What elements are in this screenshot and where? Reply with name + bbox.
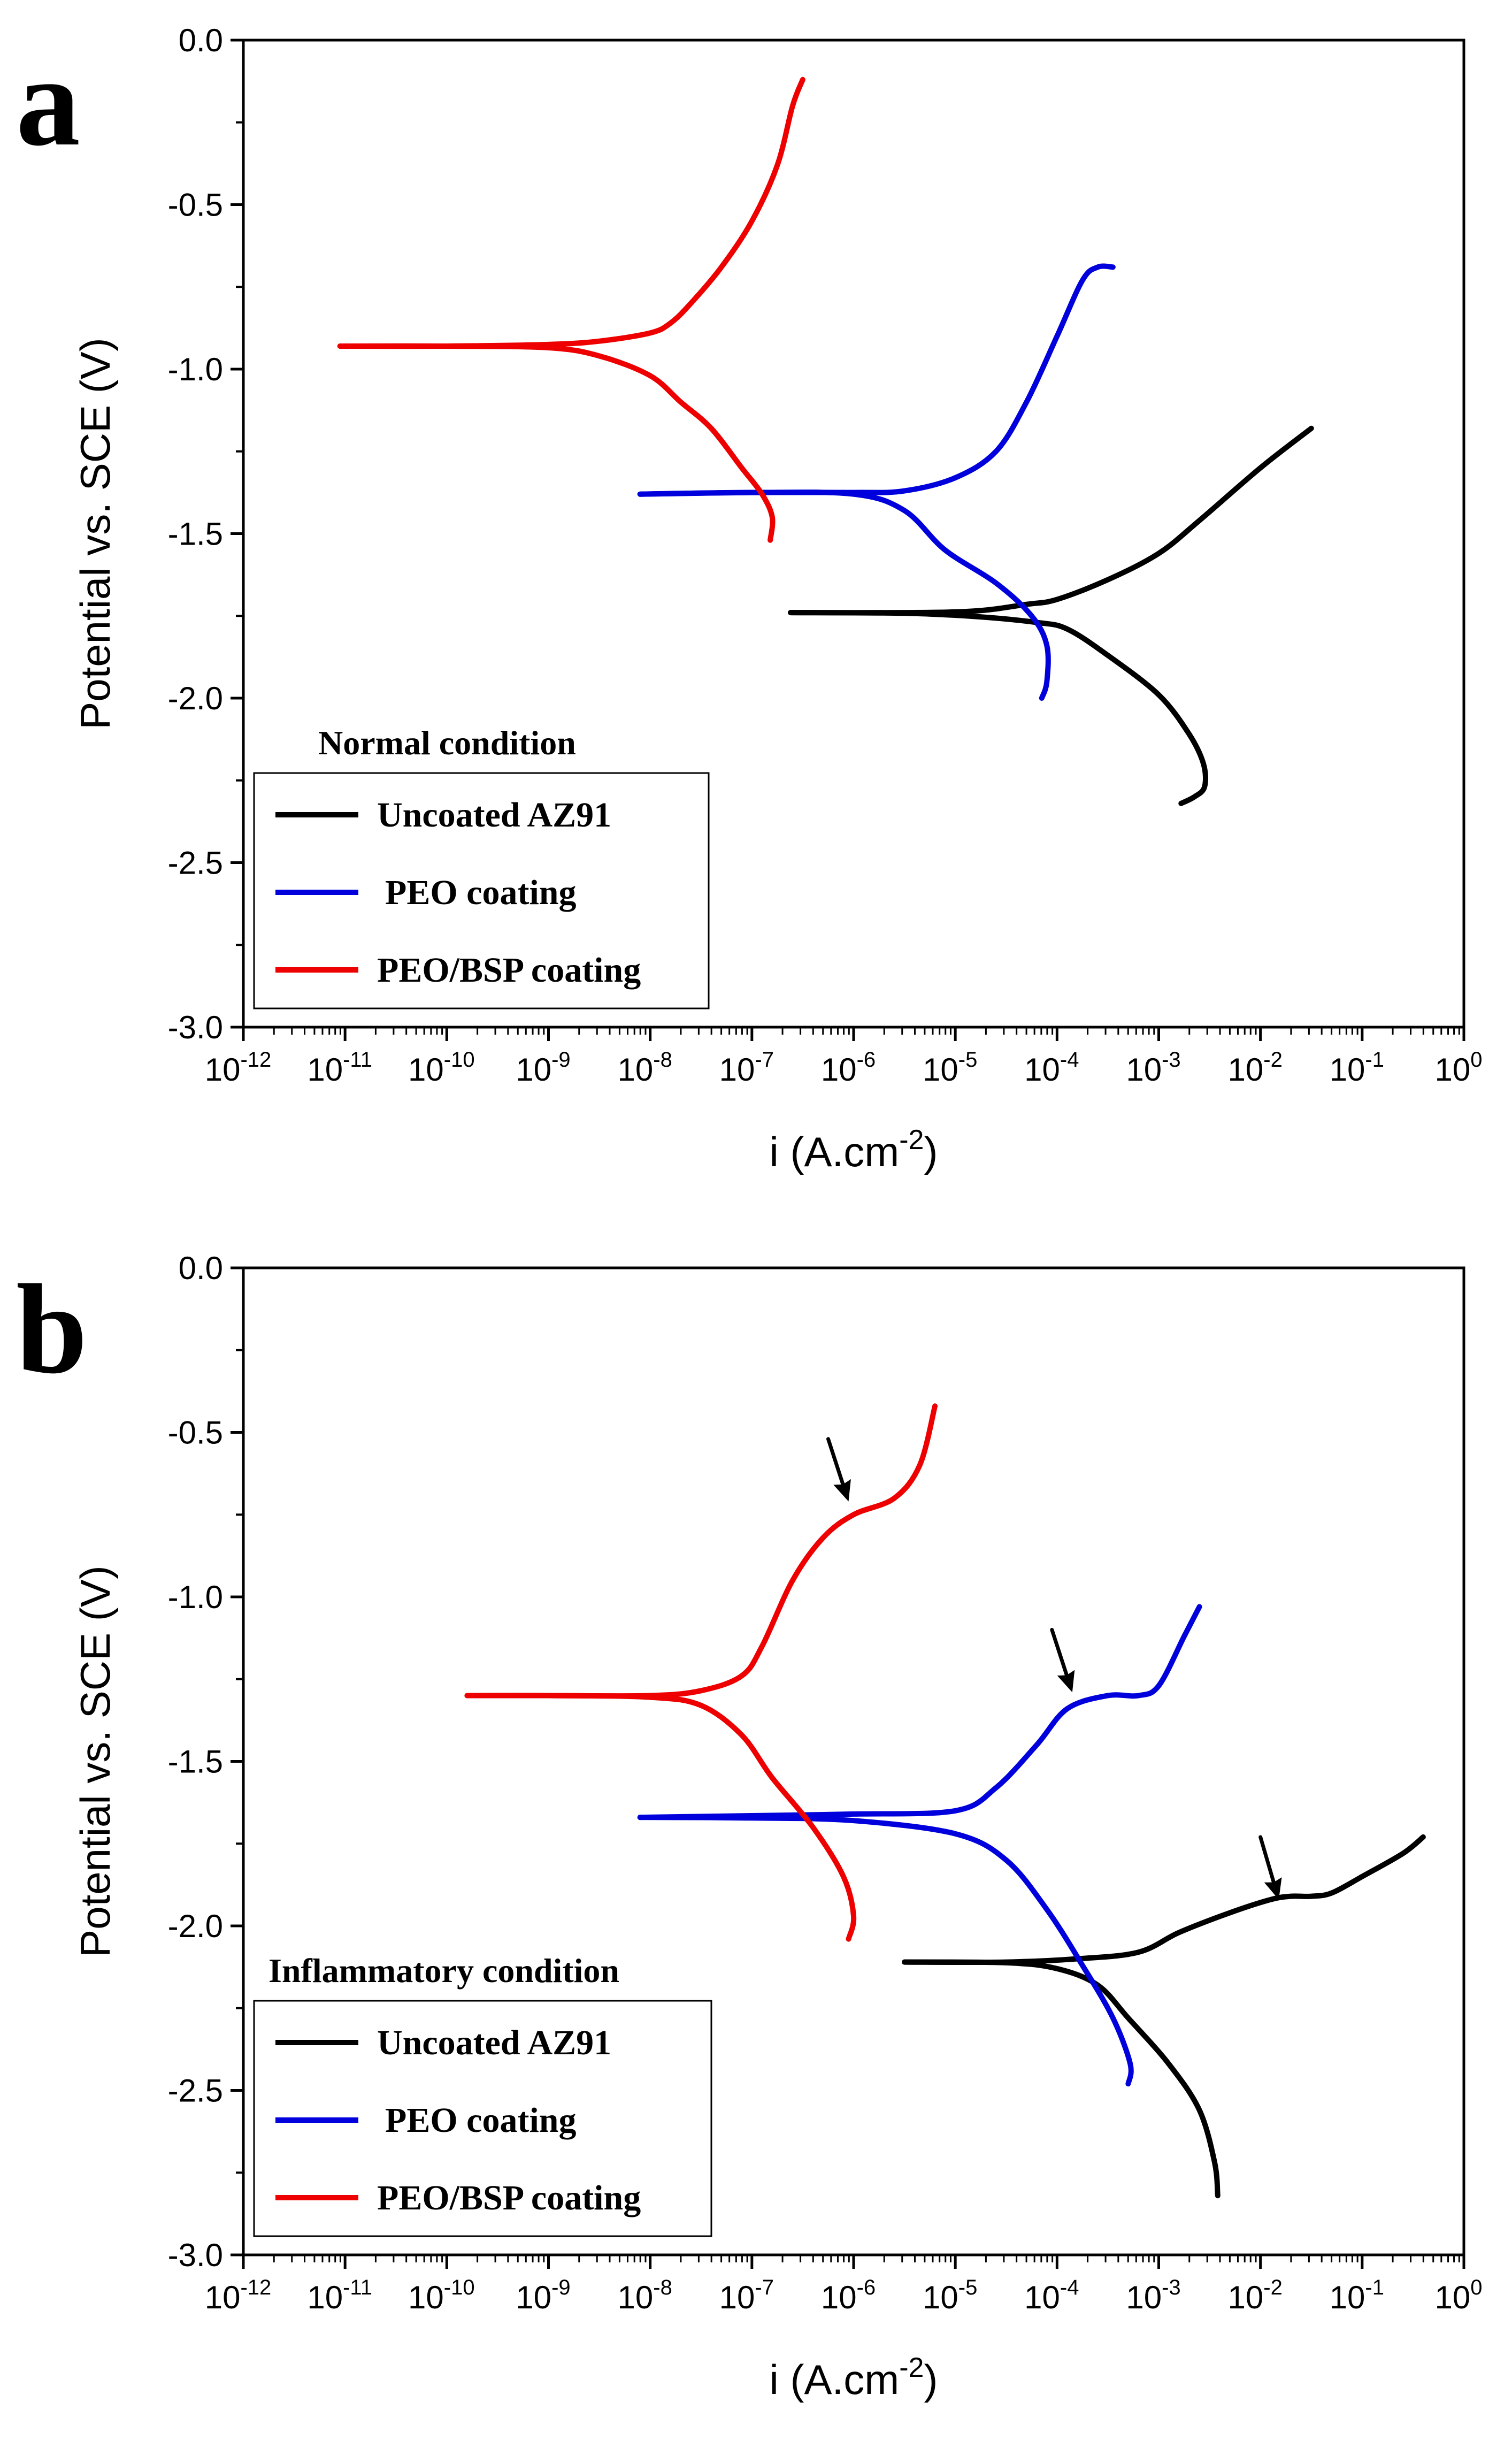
cathodic-branch [788, 610, 1208, 806]
y-axis-title: Potential vs. SCE (V) [72, 338, 119, 730]
y-tick-label: -2.5 [168, 2073, 223, 2109]
x-tick-label: 10-12 [205, 2276, 272, 2315]
x-tick-label: 10-2 [1228, 2276, 1283, 2315]
x-tick-label: 10-3 [1126, 2276, 1180, 2315]
x-axis-title: i (A.cm-2) [770, 1125, 938, 1175]
x-tick-label: 10-10 [408, 2276, 475, 2315]
x-tick-label: 100 [1435, 2276, 1483, 2315]
cathodic-branch [337, 343, 776, 543]
x-tick-label: 10-11 [307, 2276, 372, 2315]
x-axis-title: i (A.cm-2) [770, 2352, 938, 2403]
x-tick-label: 10-4 [1024, 1048, 1079, 1088]
x-tick-label: 10-2 [1228, 1048, 1283, 1088]
series-uncoated-az91 [902, 1834, 1426, 2199]
x-tick-label: 10-5 [923, 1048, 977, 1088]
y-tick-label: -3.0 [168, 1009, 223, 1045]
x-tick-label: 10-7 [719, 1048, 774, 1088]
x-tick-label: 10-3 [1126, 1048, 1180, 1088]
legend-label: Uncoated AZ91 [377, 796, 611, 835]
x-tick-label: 10-1 [1330, 1048, 1384, 1088]
anodic-branch [902, 1834, 1426, 1965]
y-tick-label: -1.0 [168, 1579, 223, 1615]
panel-letter: a [16, 30, 80, 172]
x-tick-label: 10-7 [719, 2276, 774, 2315]
y-tick-label: -2.0 [168, 1908, 223, 1944]
y-tick-label: -1.5 [168, 516, 223, 552]
anodic-branch [637, 263, 1116, 497]
x-tick-label: 10-5 [923, 2276, 977, 2315]
annotation-arrow [1258, 1835, 1282, 1900]
x-tick-label: 10-8 [618, 2276, 672, 2315]
x-tick-label: 100 [1435, 1048, 1483, 1088]
y-tick-label: -2.5 [168, 845, 223, 881]
x-tick-label: 10-4 [1024, 2276, 1079, 2315]
series-peo-bsp-coating [464, 1403, 938, 1942]
cathodic-branch [464, 1693, 857, 1942]
legend-label: PEO coating [385, 2101, 577, 2140]
condition-title: Normal condition [318, 724, 576, 762]
x-tick-label: 10-12 [205, 1048, 272, 1088]
series-peo-coating [637, 1604, 1202, 2087]
x-tick-label: 10-8 [618, 1048, 672, 1088]
x-tick-label: 10-11 [307, 1048, 372, 1088]
series-peo-bsp-coating [337, 77, 805, 543]
y-tick-label: 0.0 [179, 22, 223, 58]
legend: Uncoated AZ91 PEO coating PEO/BSP coating [253, 2000, 712, 2237]
x-tick-label: 10-6 [821, 1048, 876, 1088]
x-tick-label: 10-6 [821, 2276, 876, 2315]
legend-label: PEO/BSP coating [377, 951, 641, 990]
y-tick-label: -0.5 [168, 1415, 223, 1451]
x-tick-label: 10-9 [516, 1048, 570, 1088]
y-tick-label: 0.0 [179, 1250, 223, 1286]
panel-b: b 0.0 -0.5 -1.0 -1.5 -2.0 -2.5 -3.010-12 10-11 10… [16, 1250, 1483, 2403]
x-tick-label: 10-9 [516, 2276, 570, 2315]
y-tick-label: -3.0 [168, 2237, 223, 2273]
x-tick-label: 10-1 [1330, 2276, 1384, 2315]
cathodic-branch [637, 1815, 1134, 2087]
y-tick-label: -0.5 [168, 187, 223, 223]
legend-label: PEO coating [385, 873, 577, 912]
annotation-arrow [1050, 1628, 1075, 1693]
anodic-branch [788, 425, 1314, 616]
legend-label: Uncoated AZ91 [377, 2023, 611, 2062]
condition-title: Inflammatory condition [268, 1952, 619, 1990]
anodic-branch [337, 77, 805, 349]
panel-letter: b [16, 1258, 87, 1400]
annotation-arrow [826, 1437, 851, 1502]
panel-a: a 0.0 -0.5 -1.0 -1.5 -2.0 -2.5 -3.010-12 10-11 10… [16, 22, 1483, 1175]
y-axis-title: Potential vs. SCE (V) [72, 1565, 119, 1957]
legend: Uncoated AZ91 PEO coating PEO/BSP coating [253, 772, 710, 1009]
anodic-branch [464, 1403, 938, 1699]
y-tick-label: -1.0 [168, 351, 223, 387]
x-tick-label: 10-10 [408, 1048, 475, 1088]
series-uncoated-az91 [788, 425, 1314, 806]
series-peo-coating [637, 263, 1116, 701]
anodic-branch [637, 1604, 1202, 1821]
legend-label: PEO/BSP coating [377, 2178, 641, 2217]
y-tick-label: -2.0 [168, 680, 223, 716]
cathodic-branch [902, 1959, 1221, 2199]
y-tick-label: -1.5 [168, 1744, 223, 1780]
cathodic-branch [637, 489, 1051, 701]
